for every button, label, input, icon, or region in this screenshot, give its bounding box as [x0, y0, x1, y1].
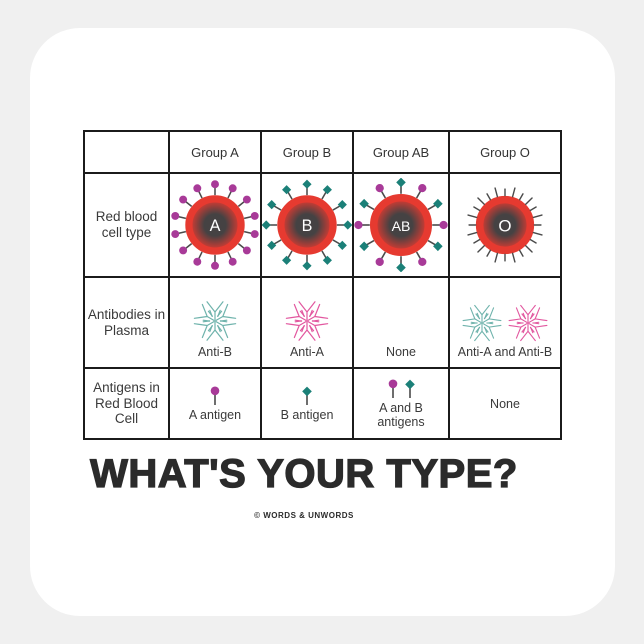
header-row: Group A Group B Group AB Group O — [83, 130, 562, 174]
antibody-cluster-anti-b-icon — [191, 297, 239, 345]
antibodies-group-a: Anti-B — [168, 276, 262, 369]
antigen-label: B antigen — [280, 407, 334, 422]
copyright-text: © WORDS & UNWORDS — [254, 511, 354, 520]
antigen-label: None — [490, 396, 520, 411]
svg-text:AB: AB — [392, 218, 411, 234]
sticker-card: Group A Group B Group AB Group O Red blo… — [30, 28, 615, 616]
a-and-b-antigen-pins-icon — [385, 378, 418, 400]
svg-text:O: O — [498, 216, 511, 235]
antigen-label: A antigen — [188, 407, 242, 422]
a-antigen-pin-icon — [207, 385, 223, 407]
row-label-antigens-in-red-blood-cell: Antigens in Red Blood Cell — [83, 367, 170, 440]
antibody-label: Anti-A — [289, 345, 325, 360]
antigen-label: A and B antigens — [377, 400, 425, 429]
antibody-label: Anti-B — [197, 345, 233, 360]
antibodies-row: Antibodies in Plasma Anti-B Anti-A None … — [83, 276, 562, 369]
antibody-cluster-anti-a-icon — [283, 297, 331, 345]
cell-group-o: O — [448, 172, 562, 278]
corner-empty-cell — [83, 130, 170, 174]
antigens-row: Antigens in Red Blood Cell A antigen B a… — [83, 367, 562, 440]
antibody-cluster-anti-a-and-anti-b-icon — [460, 301, 550, 345]
svg-text:B: B — [302, 217, 313, 235]
antigens-group-b: B antigen — [260, 367, 354, 440]
antibody-label: Anti-A and Anti-B — [457, 345, 553, 360]
header-group-o: Group O — [448, 130, 562, 174]
blood-cell-ab-icon: AB — [354, 178, 448, 272]
row-label-antibodies-in-plasma: Antibodies in Plasma — [83, 276, 170, 369]
antigens-group-o: None — [448, 367, 562, 440]
b-antigen-pin-icon — [299, 385, 315, 407]
cell-group-b: B — [260, 172, 354, 278]
svg-text:A: A — [210, 217, 221, 235]
blood-cell-a-icon: A — [170, 178, 260, 272]
blood-cell-b-icon: B — [262, 178, 352, 272]
red-blood-cell-row: Red blood cell type A B AB O — [83, 172, 562, 278]
row-label-red-blood-cell-type: Red blood cell type — [83, 172, 170, 278]
antibody-label: None — [386, 345, 416, 360]
cell-group-a: A — [168, 172, 262, 278]
cell-group-ab: AB — [352, 172, 450, 278]
blood-type-table: Group A Group B Group AB Group O Red blo… — [83, 130, 562, 440]
antigens-group-a: A antigen — [168, 367, 262, 440]
header-group-a: Group A — [168, 130, 262, 174]
page-title: WHAT'S YOUR TYPE? — [90, 452, 518, 496]
antibodies-group-b: Anti-A — [260, 276, 354, 369]
antibodies-group-o: Anti-A and Anti-B — [448, 276, 562, 369]
header-group-b: Group B — [260, 130, 354, 174]
antigens-group-ab: A and B antigens — [352, 367, 450, 440]
antibodies-group-ab: None — [352, 276, 450, 369]
header-group-ab: Group AB — [352, 130, 450, 174]
blood-cell-o-icon: O — [450, 178, 560, 272]
